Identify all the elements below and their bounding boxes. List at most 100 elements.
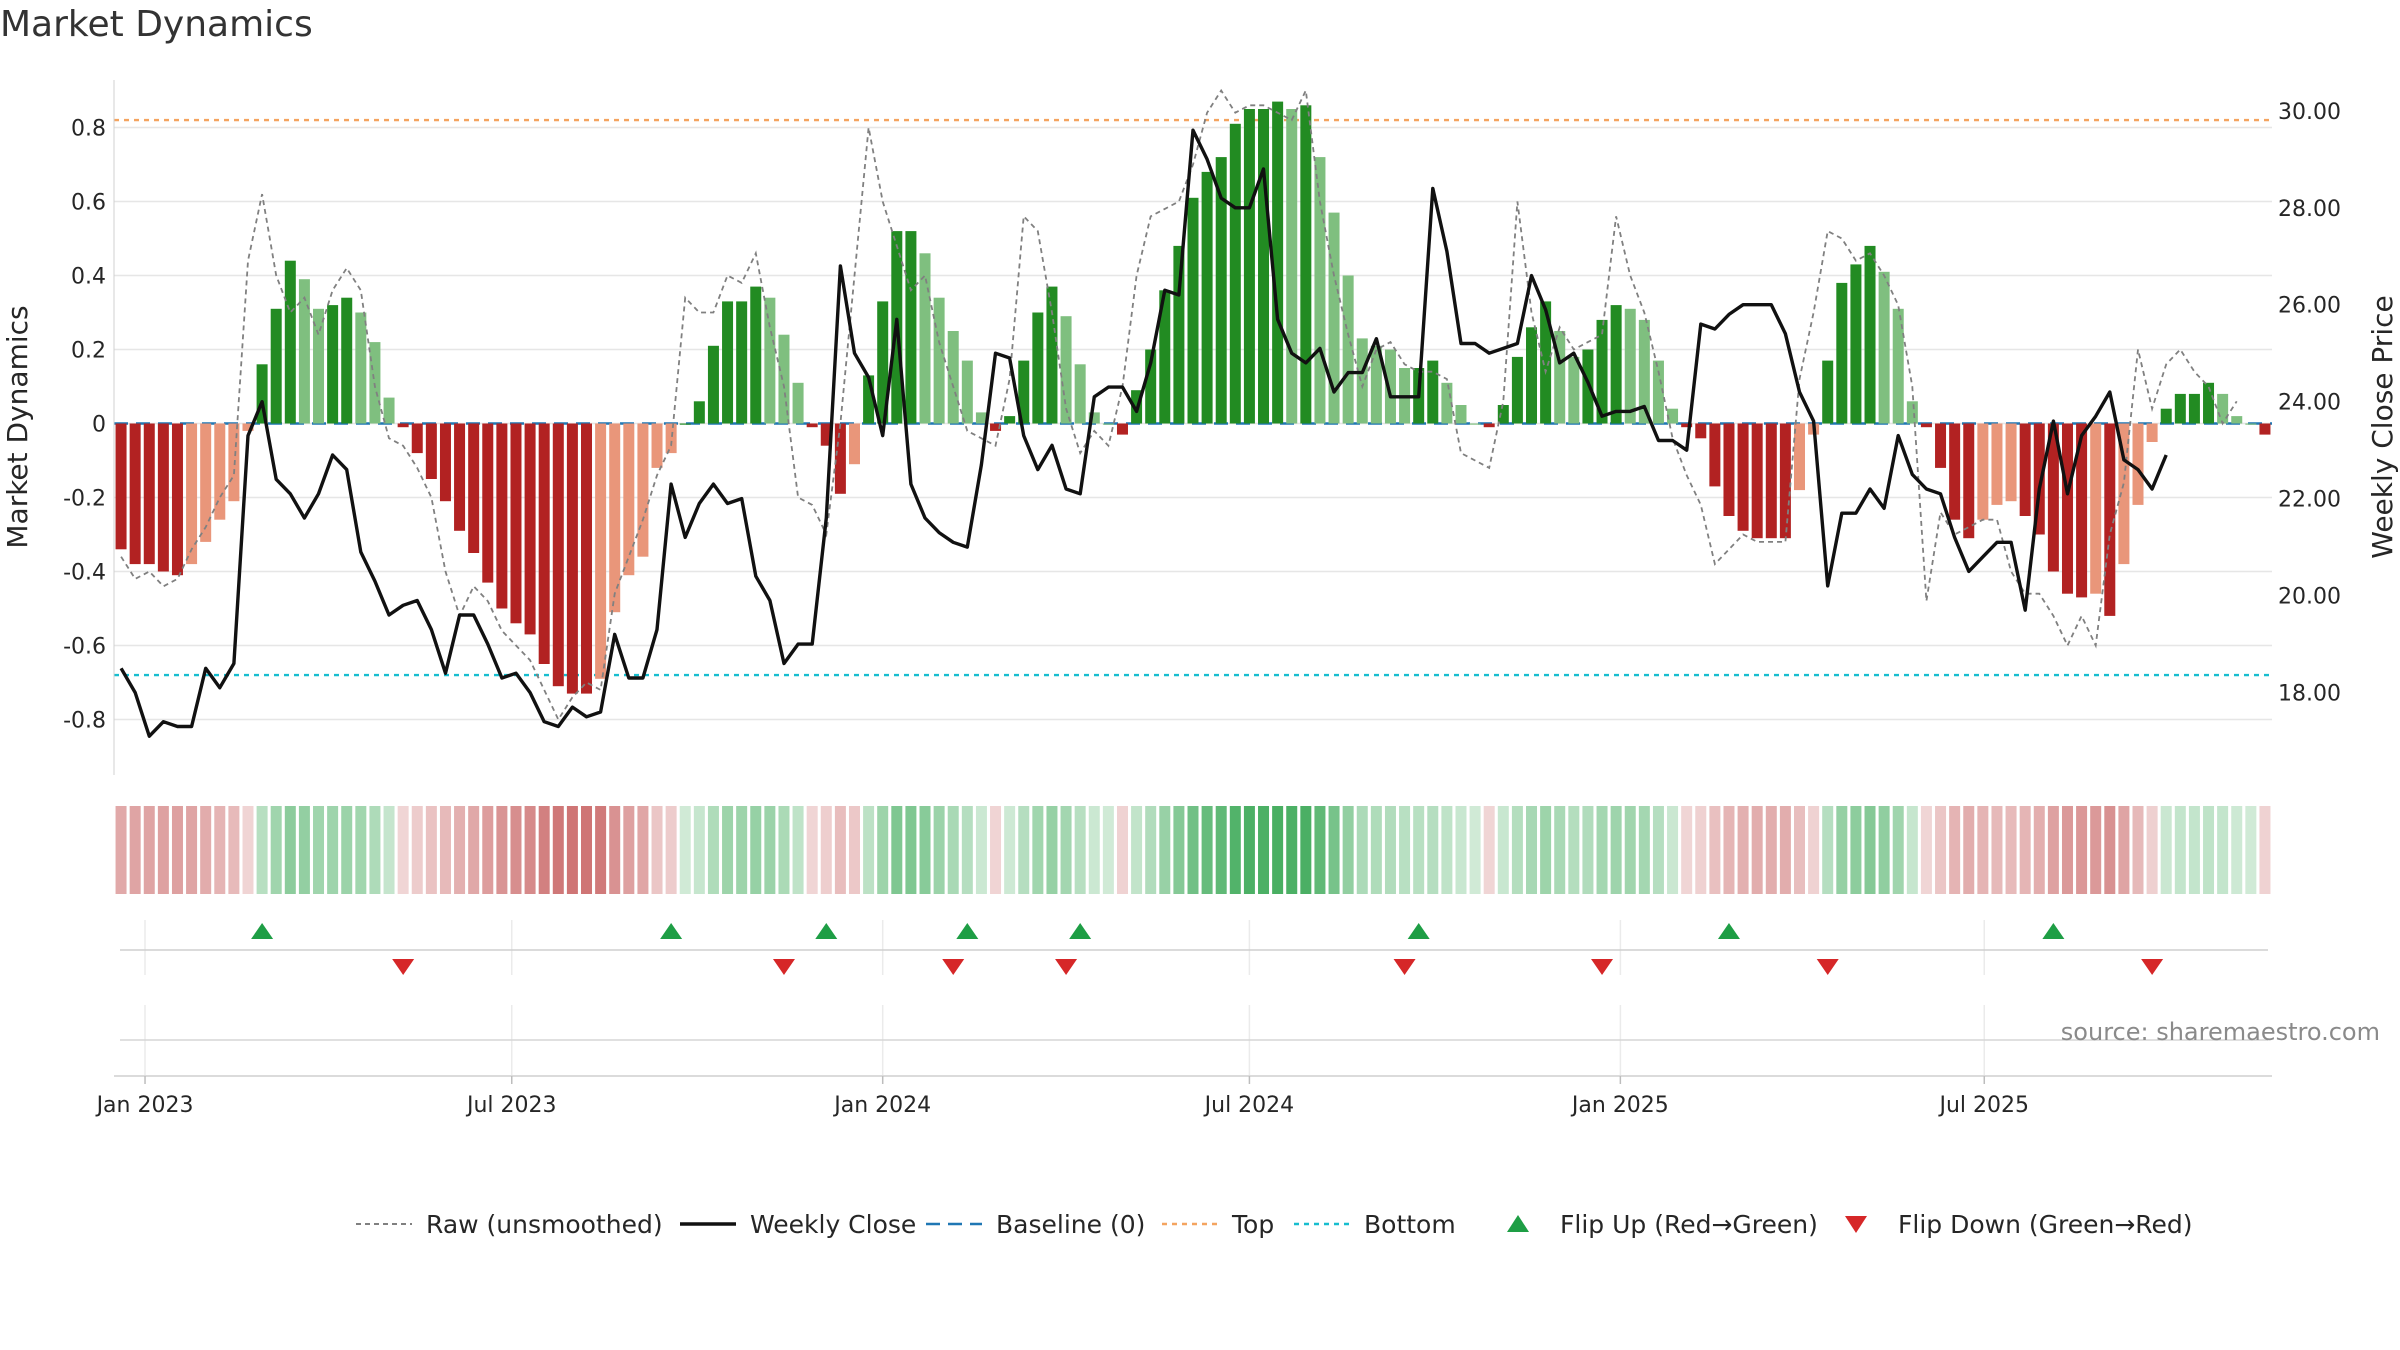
regime-cell bbox=[1652, 806, 1664, 894]
legend-label: Raw (unsmoothed) bbox=[426, 1210, 663, 1239]
dynamics-bar bbox=[256, 364, 268, 424]
dynamics-bar bbox=[1187, 197, 1199, 424]
regime-cell bbox=[1793, 806, 1805, 894]
dynamics-bar bbox=[665, 423, 677, 454]
flip-down-marker bbox=[1055, 959, 1078, 975]
dynamics-bar bbox=[1850, 264, 1862, 424]
dynamics-bar bbox=[1272, 101, 1284, 424]
dynamics-bar bbox=[552, 423, 564, 687]
regime-cell bbox=[1272, 806, 1284, 894]
flip-down-marker bbox=[1816, 959, 1839, 975]
dynamics-bar bbox=[284, 260, 296, 424]
dynamics-bar bbox=[2104, 423, 2116, 616]
regime-cell bbox=[2146, 806, 2158, 894]
regime-cell bbox=[2005, 806, 2017, 894]
dynamics-bar bbox=[524, 423, 536, 635]
regime-cell bbox=[1229, 806, 1241, 894]
legend-label: Top bbox=[1231, 1210, 1274, 1239]
regime-cell bbox=[341, 806, 353, 894]
regime-cell bbox=[1469, 806, 1481, 894]
dynamics-bar bbox=[2203, 382, 2215, 424]
regime-cell bbox=[1046, 806, 1058, 894]
dynamics-bar bbox=[383, 397, 395, 424]
dynamics-bar bbox=[863, 375, 875, 424]
dynamics-bar bbox=[1116, 423, 1128, 435]
dynamics-bar bbox=[298, 279, 310, 424]
dynamics-bar bbox=[1511, 356, 1523, 424]
regime-cell bbox=[848, 806, 860, 894]
dynamics-bar bbox=[341, 297, 353, 424]
regime-cell bbox=[764, 806, 776, 894]
regime-cell bbox=[1356, 806, 1368, 894]
dynamics-bar bbox=[369, 342, 381, 424]
flip-markers-panel bbox=[120, 920, 2268, 975]
dynamics-bar bbox=[2132, 423, 2144, 505]
date-tick-label: Jul 2023 bbox=[465, 1093, 557, 1118]
dynamics-bar bbox=[538, 423, 550, 664]
dynamics-bar bbox=[1258, 109, 1270, 424]
regime-cell bbox=[1638, 806, 1650, 894]
dynamics-bar bbox=[1201, 171, 1213, 424]
bottom-panel bbox=[114, 1005, 2272, 1077]
regime-cell bbox=[665, 806, 677, 894]
left-tick-label: -0.6 bbox=[63, 635, 106, 660]
regime-cell bbox=[736, 806, 748, 894]
regime-cell bbox=[1864, 806, 1876, 894]
regime-cell bbox=[1497, 806, 1509, 894]
dynamics-bar bbox=[355, 312, 367, 424]
flip-down-marker bbox=[392, 959, 415, 975]
regime-cell bbox=[1370, 806, 1382, 894]
regime-cell bbox=[157, 806, 169, 894]
dynamics-bar bbox=[961, 360, 973, 424]
flip-down-marker bbox=[1393, 959, 1416, 975]
dynamics-bar bbox=[1229, 123, 1241, 424]
regime-cell bbox=[228, 806, 240, 894]
right-tick-label: 20.00 bbox=[2278, 585, 2341, 610]
regime-cell bbox=[1399, 806, 1411, 894]
dynamics-bar bbox=[1046, 286, 1058, 424]
dynamics-bar bbox=[2188, 393, 2200, 424]
regime-cell bbox=[242, 806, 254, 894]
regime-cell bbox=[792, 806, 804, 894]
dynamics-bars bbox=[115, 101, 2271, 694]
regime-cell bbox=[2118, 806, 2130, 894]
regime-cell bbox=[1159, 806, 1171, 894]
weekly-close-line bbox=[119, 128, 2168, 738]
dynamics-bar bbox=[990, 423, 1002, 431]
regime-cell bbox=[651, 806, 663, 894]
dynamics-bar bbox=[1370, 345, 1382, 424]
right-tick-label: 24.00 bbox=[2278, 391, 2341, 416]
regime-cell bbox=[1737, 806, 1749, 894]
regime-cell bbox=[961, 806, 973, 894]
legend-swatch-flip-down bbox=[1845, 1216, 1867, 1233]
dynamics-bar bbox=[2047, 423, 2059, 572]
dynamics-bar bbox=[1652, 360, 1664, 424]
dynamics-bar bbox=[1032, 312, 1044, 424]
dynamics-bar bbox=[1018, 360, 1030, 424]
regime-cell bbox=[454, 806, 466, 894]
regime-cell bbox=[524, 806, 536, 894]
dynamics-bar bbox=[510, 423, 522, 624]
dynamics-bar bbox=[1060, 316, 1072, 424]
regime-cell bbox=[1328, 806, 1340, 894]
dynamics-bar bbox=[1638, 319, 1650, 424]
legend-label: Flip Down (Green→Red) bbox=[1898, 1210, 2193, 1239]
left-tick-label: -0.2 bbox=[63, 487, 106, 512]
dynamics-bar bbox=[2005, 423, 2017, 502]
dynamics-bar bbox=[270, 308, 282, 424]
regime-cell bbox=[1060, 806, 1072, 894]
regime-cell bbox=[1878, 806, 1890, 894]
dynamics-bar bbox=[1004, 416, 1016, 424]
regime-cell bbox=[1596, 806, 1608, 894]
regime-cell bbox=[1187, 806, 1199, 894]
regime-cell bbox=[2245, 806, 2257, 894]
regime-cell bbox=[2160, 806, 2172, 894]
legend-label: Bottom bbox=[1364, 1210, 1456, 1239]
regime-cell bbox=[820, 806, 832, 894]
regime-cell bbox=[990, 806, 1002, 894]
regime-cell bbox=[143, 806, 155, 894]
regime-cell bbox=[637, 806, 649, 894]
regime-cell bbox=[186, 806, 198, 894]
raw-line bbox=[120, 87, 2238, 722]
dynamics-bar bbox=[679, 423, 691, 425]
